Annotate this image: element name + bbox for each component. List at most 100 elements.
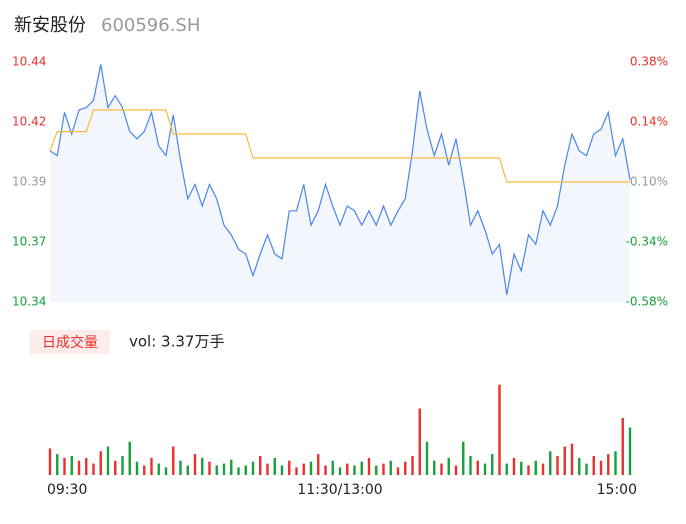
volume-bar [317, 454, 320, 475]
price-line [49, 64, 631, 295]
y2-tick-label: -0.58% [626, 295, 668, 309]
volume-bar [520, 461, 523, 475]
volume-bar [150, 457, 153, 475]
volume-bar [382, 463, 385, 475]
volume-bar [273, 457, 276, 475]
x-tick-label: 09:30 [47, 482, 87, 498]
volume-total: vol: 3.37万手 [129, 333, 224, 351]
volume-bar [324, 465, 327, 475]
volume-bar [396, 467, 400, 475]
volume-bar [541, 463, 545, 475]
volume-bar [164, 467, 168, 475]
volume-bar [259, 456, 262, 475]
y2-tick-label: 0.14% [630, 115, 668, 129]
volume-bar [505, 463, 508, 475]
y2-tick-label: -0.34% [626, 235, 668, 249]
volume-bar [462, 441, 465, 475]
volume-bar [592, 456, 595, 475]
y-tick-label: 10.34 [12, 295, 46, 309]
volume-bar [599, 460, 603, 475]
y-tick-label: 10.42 [12, 115, 46, 129]
volume-bar [121, 456, 124, 475]
volume-bar [331, 460, 334, 475]
volume-bar [469, 456, 472, 475]
volume-bar [92, 463, 95, 475]
volume-bar [556, 456, 559, 475]
volume-bar [440, 463, 443, 475]
volume-bar [288, 460, 291, 475]
price-area [50, 64, 630, 303]
volume-bar [77, 460, 81, 475]
volume-bar [578, 457, 581, 475]
stock-code: 600596.SH [101, 15, 200, 36]
volume-bar [563, 446, 566, 475]
volume-bar [201, 457, 204, 475]
volume-bar [433, 460, 436, 475]
y2-tick-label: -0.10% [626, 175, 668, 189]
volume-bar [614, 451, 617, 475]
volume-bar [114, 460, 117, 475]
volume-bar [570, 443, 574, 475]
volume-bar [375, 465, 378, 475]
volume-bar [302, 463, 305, 475]
volume-bar [135, 461, 139, 475]
x-tick-label: 11:30/13:00 [297, 482, 382, 498]
volume-bar [476, 460, 479, 475]
y-tick-label: 10.37 [12, 235, 46, 249]
x-tick-label: 15:00 [597, 482, 637, 498]
volume-bar [360, 461, 363, 475]
volume-bar [309, 461, 313, 475]
volume-bar [621, 418, 624, 475]
volume-bar [425, 441, 429, 475]
volume-bar [99, 451, 102, 475]
volume-bar [237, 467, 240, 475]
volume-bar [251, 461, 255, 475]
volume-bar [85, 457, 88, 475]
volume-bar [143, 465, 146, 475]
volume-bar [498, 384, 501, 475]
volume-bar [404, 461, 407, 475]
volume-bar [534, 460, 537, 475]
volume-bar [411, 456, 414, 475]
volume-bar [128, 441, 131, 475]
volume-bar [527, 465, 530, 475]
y-tick-label: 10.44 [12, 55, 46, 69]
volume-bar [628, 427, 632, 475]
volume-bar [353, 465, 356, 475]
volume-bar [106, 446, 110, 475]
volume-bar [208, 461, 211, 475]
volume-bar [222, 463, 226, 475]
volume-bar [280, 465, 284, 475]
volume-bar [56, 454, 59, 475]
volume-bar [172, 446, 175, 475]
average-line [49, 109, 630, 183]
volume-bar [454, 465, 458, 475]
volume-bar [447, 457, 450, 475]
volume-bar [367, 457, 371, 475]
volume-bar [389, 460, 392, 475]
volume-bar [549, 451, 552, 475]
volume-bar [266, 463, 269, 475]
volume-label: 日成交量 [42, 334, 98, 351]
volume-bar [70, 456, 73, 475]
volume-bar [193, 454, 197, 475]
volume-bar [215, 465, 218, 475]
volume-bar [418, 408, 421, 475]
volume-bar [48, 448, 52, 475]
volume-bar [338, 467, 342, 475]
y2-tick-label: 0.38% [630, 55, 668, 69]
volume-bar [179, 460, 182, 475]
volume-bar [346, 463, 349, 475]
volume-bar [244, 465, 247, 475]
volume-bar [491, 454, 494, 475]
y-tick-label: 10.39 [12, 175, 46, 189]
volume-bar [607, 454, 610, 475]
volume-bar [230, 459, 233, 475]
stock-name: 新安股份 [14, 15, 86, 36]
volume-bar [585, 463, 588, 475]
volume-bar [186, 465, 189, 475]
volume-bar [63, 457, 66, 475]
volume-bar [157, 463, 160, 475]
